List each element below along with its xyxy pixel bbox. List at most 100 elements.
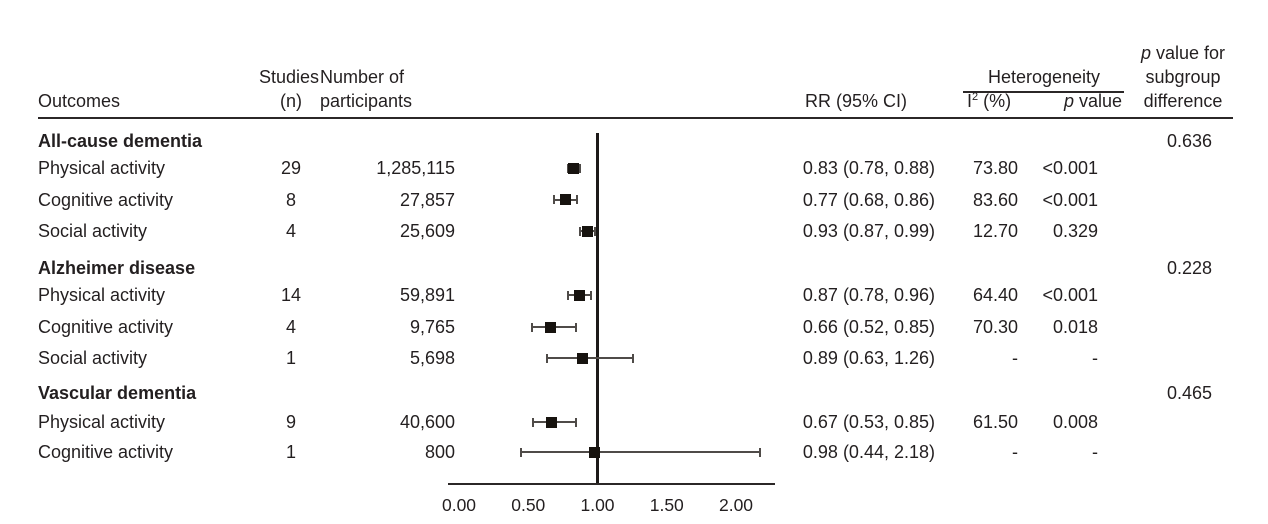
header-subgroup-line1: p value for	[1141, 42, 1225, 64]
ci-cap	[576, 195, 579, 204]
tick-label: 0.00	[441, 495, 477, 515]
subgroup-p-value: 0.228	[1166, 258, 1212, 278]
ci-cap	[579, 226, 582, 236]
studies-count: 14	[280, 285, 302, 305]
ci-whisker	[519, 451, 761, 453]
i2-value: 64.40	[972, 285, 1018, 305]
ci-cap	[531, 322, 534, 332]
forest-marker	[546, 416, 558, 428]
header-p-value: p value	[1064, 90, 1122, 112]
ci-cap	[589, 290, 592, 300]
studies-count: 4	[285, 317, 297, 337]
i2-sup: 2	[972, 91, 979, 103]
ci-cap	[553, 195, 556, 204]
participants-count: 9,765	[409, 317, 455, 337]
outcome-label: Physical activity	[38, 158, 166, 178]
participants-count: 800	[424, 442, 455, 462]
i2-value: 61.50	[972, 412, 1018, 432]
forest-marker	[560, 194, 572, 205]
group-header: All-cause dementia	[38, 131, 203, 151]
rr-ci-value: 0.77 (0.68, 0.86)	[802, 189, 935, 210]
ci-cap	[546, 353, 549, 363]
forest-marker	[582, 225, 594, 237]
participants-count: 27,857	[399, 189, 455, 210]
ci-whisker	[546, 357, 634, 359]
p-value: 0.018	[1052, 317, 1098, 337]
i2-value: -	[1012, 348, 1018, 368]
subgroup-p-value: 0.636	[1166, 131, 1212, 151]
i2-base: I	[967, 91, 973, 111]
group-header: Alzheimer disease	[38, 258, 196, 278]
p-value: <0.001	[1042, 158, 1098, 178]
participants-count: 5,698	[409, 348, 455, 368]
rr-ci-value: 0.87 (0.78, 0.96)	[802, 285, 935, 305]
header-outcomes: Outcomes	[38, 91, 121, 111]
header-i2: I2 (%)	[967, 90, 1011, 112]
studies-count: 9	[285, 412, 297, 432]
header-subgroup-line3: difference	[1143, 91, 1223, 111]
i2-value: 83.60	[972, 189, 1018, 210]
p-italic: p	[1140, 43, 1151, 63]
rr-ci-value: 0.89 (0.63, 1.26)	[802, 348, 935, 368]
p-value: -	[1092, 348, 1098, 368]
header-heterogeneity: Heterogeneity	[987, 67, 1101, 87]
rr-ci-value: 0.93 (0.87, 0.99)	[802, 221, 935, 241]
ci-cap	[567, 163, 570, 173]
participants-count: 1,285,115	[376, 158, 455, 178]
studies-count: 1	[285, 442, 297, 462]
i2-rest: (%)	[978, 91, 1012, 111]
forest-marker	[576, 352, 588, 364]
studies-count: 8	[285, 189, 297, 210]
participants-count: 59,891	[399, 285, 455, 305]
ci-cap	[519, 447, 522, 457]
heterogeneity-underline	[963, 91, 1124, 93]
ci-cap	[532, 417, 535, 427]
reference-line	[596, 133, 599, 484]
header-studies-line2: (n)	[280, 91, 302, 111]
ci-cap	[567, 290, 570, 300]
subgroup-p-value: 0.465	[1166, 383, 1212, 403]
outcome-label: Social activity	[38, 221, 148, 241]
header-subgroup-line2: subgroup	[1145, 67, 1221, 87]
header-studies-line1: Studies	[258, 67, 320, 87]
x-axis-line	[448, 483, 775, 485]
studies-count: 4	[285, 221, 297, 241]
forest-marker	[568, 162, 580, 174]
outcome-label: Cognitive activity	[38, 189, 174, 210]
i2-value: 70.30	[972, 317, 1018, 337]
tick-label: 1.50	[649, 495, 684, 515]
header-participants-line2: participants	[320, 91, 413, 111]
ci-cap	[631, 353, 634, 363]
ci-cap	[574, 322, 577, 332]
forest-marker	[573, 289, 585, 301]
p-value: -	[1092, 442, 1098, 462]
outcome-label: Social activity	[38, 348, 148, 368]
rr-ci-value: 0.98 (0.44, 2.18)	[802, 442, 935, 462]
p-value: 0.329	[1052, 221, 1098, 241]
outcome-label: Cognitive activity	[38, 442, 174, 462]
rr-ci-value: 0.67 (0.53, 0.85)	[802, 412, 935, 432]
i2-value: 73.80	[972, 158, 1018, 178]
participants-count: 25,609	[399, 221, 455, 241]
header-participants-line1: Number of	[320, 67, 405, 87]
p-italic: p	[1063, 91, 1074, 111]
rr-ci-value: 0.66 (0.52, 0.85)	[802, 317, 935, 337]
subgroup-line1-rest: value for	[1150, 43, 1226, 63]
p-value: <0.001	[1042, 189, 1098, 210]
p-rest: value	[1073, 91, 1122, 111]
studies-count: 1	[285, 348, 297, 368]
ci-cap	[758, 447, 761, 457]
participants-count: 40,600	[399, 412, 455, 432]
ci-cap	[574, 417, 577, 427]
header-rr-95ci: RR (95% CI)	[804, 91, 907, 111]
header-rule	[38, 117, 1233, 119]
i2-value: -	[1012, 442, 1018, 462]
forest-marker	[589, 446, 601, 458]
tick-label: 0.50	[511, 495, 546, 515]
ci-cap	[578, 163, 581, 173]
tick-label: 1.00	[580, 495, 615, 515]
p-value: 0.008	[1052, 412, 1098, 432]
i2-value: 12.70	[972, 221, 1018, 241]
p-value: <0.001	[1042, 285, 1098, 305]
